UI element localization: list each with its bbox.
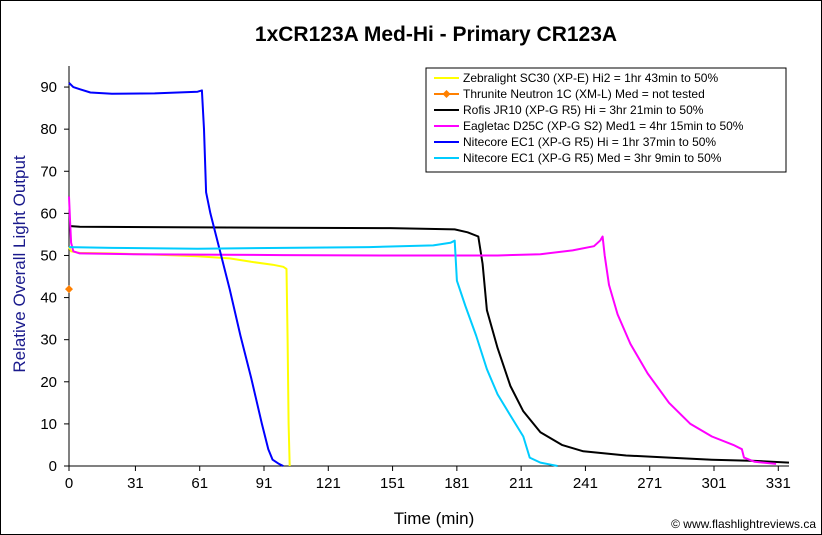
x-tick-label: 211	[509, 475, 533, 492]
watermark-text: © www.flashlightreviews.ca	[671, 517, 816, 531]
y-tick-label: 60	[40, 205, 57, 222]
x-tick-label: 151	[380, 475, 405, 492]
x-tick-label: 301	[701, 475, 726, 492]
series-line	[68, 225, 790, 464]
series-line	[68, 239, 558, 467]
x-tick-label: 0	[65, 475, 73, 492]
x-tick-label: 181	[444, 475, 469, 492]
y-axis-label: Relative Overall Light Output	[10, 155, 29, 373]
x-tick-label: 91	[256, 475, 273, 492]
x-tick-label: 31	[127, 475, 144, 492]
y-tick-label: 0	[49, 458, 57, 475]
y-tick-label: 70	[40, 163, 57, 180]
chart-title: 1xCR123A Med-Hi - Primary CR123A	[255, 23, 617, 46]
series-line	[68, 82, 284, 467]
series-lines	[65, 82, 790, 467]
x-tick-label: 61	[191, 475, 208, 492]
y-tick-label: 50	[40, 247, 57, 264]
x-axis-ticks: 0 31 61 91 121 151 181 211 241 271 301 331	[65, 466, 791, 492]
legend-label: Eagletac D25C (XP-G S2) Med1 = 4hr 15min…	[463, 119, 744, 133]
legend: Zebralight SC30 (XP-E) Hi2 = 1hr 43min t…	[425, 67, 787, 173]
legend-label: Zebralight SC30 (XP-E) Hi2 = 1hr 43min t…	[463, 71, 718, 85]
y-tick-label: 30	[40, 332, 57, 349]
series-line	[68, 196, 777, 465]
legend-box	[425, 67, 787, 173]
legend-label: Nitecore EC1 (XP-G R5) Hi = 1hr 37min to…	[463, 135, 716, 149]
y-tick-label: 90	[40, 79, 57, 96]
y-tick-label: 40	[40, 290, 57, 307]
y-tick-label: 80	[40, 121, 57, 138]
x-tick-label: 331	[766, 475, 791, 492]
y-tick-label: 10	[40, 416, 57, 433]
series-marker	[65, 285, 73, 294]
x-tick-label: 241	[573, 475, 598, 492]
legend-items: Zebralight SC30 (XP-E) Hi2 = 1hr 43min t…	[434, 71, 744, 165]
y-axis-ticks: 0 10 20 30 40 50 60 70 80 90	[40, 79, 69, 475]
x-tick-label: 121	[316, 475, 341, 492]
x-tick-label: 271	[637, 475, 662, 492]
legend-label: Thrunite Neutron 1C (XM-L) Med = not tes…	[463, 87, 705, 101]
legend-marker	[442, 90, 451, 98]
legend-label: Rofis JR10 (XP-G R5) Hi = 3hr 21min to 5…	[463, 103, 704, 117]
y-tick-label: 20	[40, 374, 57, 391]
legend-label: Nitecore EC1 (XP-G R5) Med = 3hr 9min to…	[463, 151, 722, 165]
x-axis-label: Time (min)	[394, 509, 475, 528]
